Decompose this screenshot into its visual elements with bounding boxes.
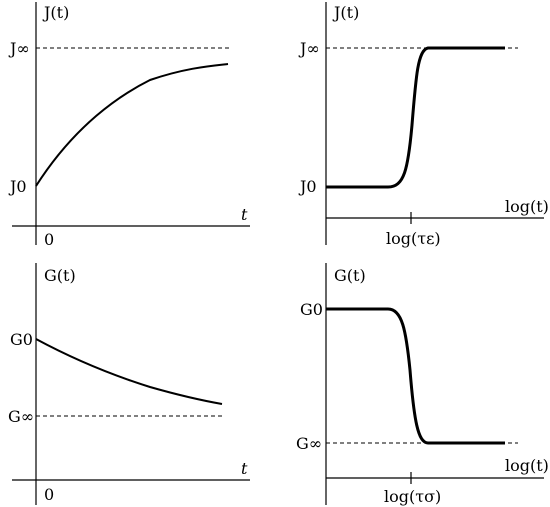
y-tick-label-j-inf: J∞ xyxy=(8,39,30,58)
x-axis-label: t xyxy=(241,205,248,224)
y-axis-label: J(t) xyxy=(42,3,69,22)
y-tick-label-j0: J0 xyxy=(298,177,317,196)
relaxation-curve xyxy=(35,338,223,405)
y-axis-label: G(t) xyxy=(334,266,366,285)
y-axis-label: G(t) xyxy=(44,266,76,285)
y-tick-label-j0: J0 xyxy=(8,177,27,196)
y-tick-label-g-inf: G∞ xyxy=(296,434,322,453)
y-tick-label-g0: G0 xyxy=(300,300,323,319)
panel-creep-linear: J(t) t 0 J∞ J0 xyxy=(8,2,250,249)
x-tick-label: 0 xyxy=(44,485,54,504)
x-axis-label: t xyxy=(241,459,248,478)
y-tick-label-j-inf: J∞ xyxy=(298,39,320,58)
panel-creep-log: J(t) log(t) log(τε) J∞ J0 xyxy=(298,2,549,248)
panel-relaxation-linear: G(t) t 0 G0 G∞ xyxy=(8,263,250,505)
creep-curve xyxy=(326,46,505,189)
relaxation-curve xyxy=(326,307,505,445)
x-axis-label: log(t) xyxy=(505,456,549,475)
creep-curve xyxy=(35,63,229,187)
x-tick-label: log(τσ) xyxy=(384,487,441,506)
y-tick-label-g0: G0 xyxy=(10,330,33,349)
x-tick-label: 0 xyxy=(44,230,54,249)
y-axis-label: J(t) xyxy=(332,3,359,22)
x-axis-label: log(t) xyxy=(505,197,549,216)
x-tick-label: log(τε) xyxy=(386,229,441,248)
y-tick-label-g-inf: G∞ xyxy=(8,407,34,426)
panel-relaxation-log: G(t) log(t) log(τσ) G0 G∞ xyxy=(296,263,549,506)
